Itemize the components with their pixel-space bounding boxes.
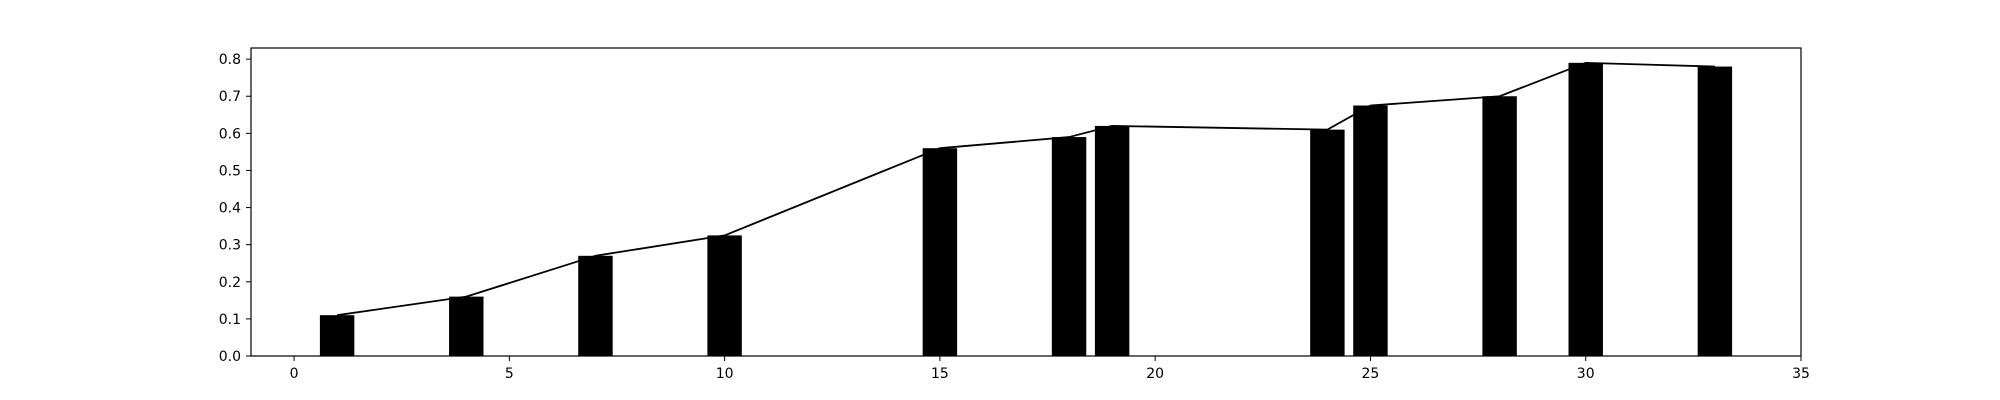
- axes-layer: [250, 47, 1802, 357]
- bar-3: [707, 235, 742, 356]
- x-tick-label: 35: [1792, 366, 1810, 382]
- y-tick-label: 0.6: [219, 126, 241, 142]
- y-tick-label: 0.1: [219, 312, 241, 328]
- x-tick-label: 5: [505, 366, 514, 382]
- line-layer: [336, 61, 1715, 317]
- bar-4: [922, 148, 958, 356]
- x-tick-label: 10: [716, 366, 734, 382]
- bar-8: [1353, 105, 1388, 357]
- x-tick-label: 0: [290, 366, 299, 382]
- y-tick-label: 0.5: [219, 163, 241, 179]
- y-tick-label: 0.3: [219, 238, 241, 254]
- y-tick-label: 0.0: [219, 349, 241, 365]
- bars-layer: [319, 62, 1733, 357]
- x-tick-label: 25: [1362, 366, 1380, 382]
- y-tick-label: 0.7: [219, 89, 241, 105]
- ticks-layer: 0 5 10 15 20 25 30 35 0.0 0.1 0.2 0.3 0.4 0.5 0.6 0.7 0.…: [219, 52, 1810, 382]
- bar-1: [449, 296, 484, 356]
- bar-11: [1697, 66, 1733, 357]
- bar-7: [1310, 129, 1345, 356]
- bar-5: [1051, 137, 1087, 356]
- y-tick-label: 0.2: [219, 275, 241, 291]
- bar-0: [319, 315, 355, 356]
- bar-10: [1568, 62, 1603, 357]
- x-tick-label: 15: [931, 366, 949, 382]
- y-tick-label: 0.4: [219, 201, 241, 217]
- bar-2: [578, 255, 613, 356]
- trend-line: [336, 61, 1715, 317]
- x-tick-label: 30: [1577, 366, 1595, 382]
- plot-frame: [250, 47, 1802, 357]
- bar-6: [1094, 125, 1130, 357]
- y-tick-label: 0.8: [219, 52, 241, 68]
- x-tick-label: 20: [1146, 366, 1164, 382]
- bar-9: [1482, 96, 1517, 357]
